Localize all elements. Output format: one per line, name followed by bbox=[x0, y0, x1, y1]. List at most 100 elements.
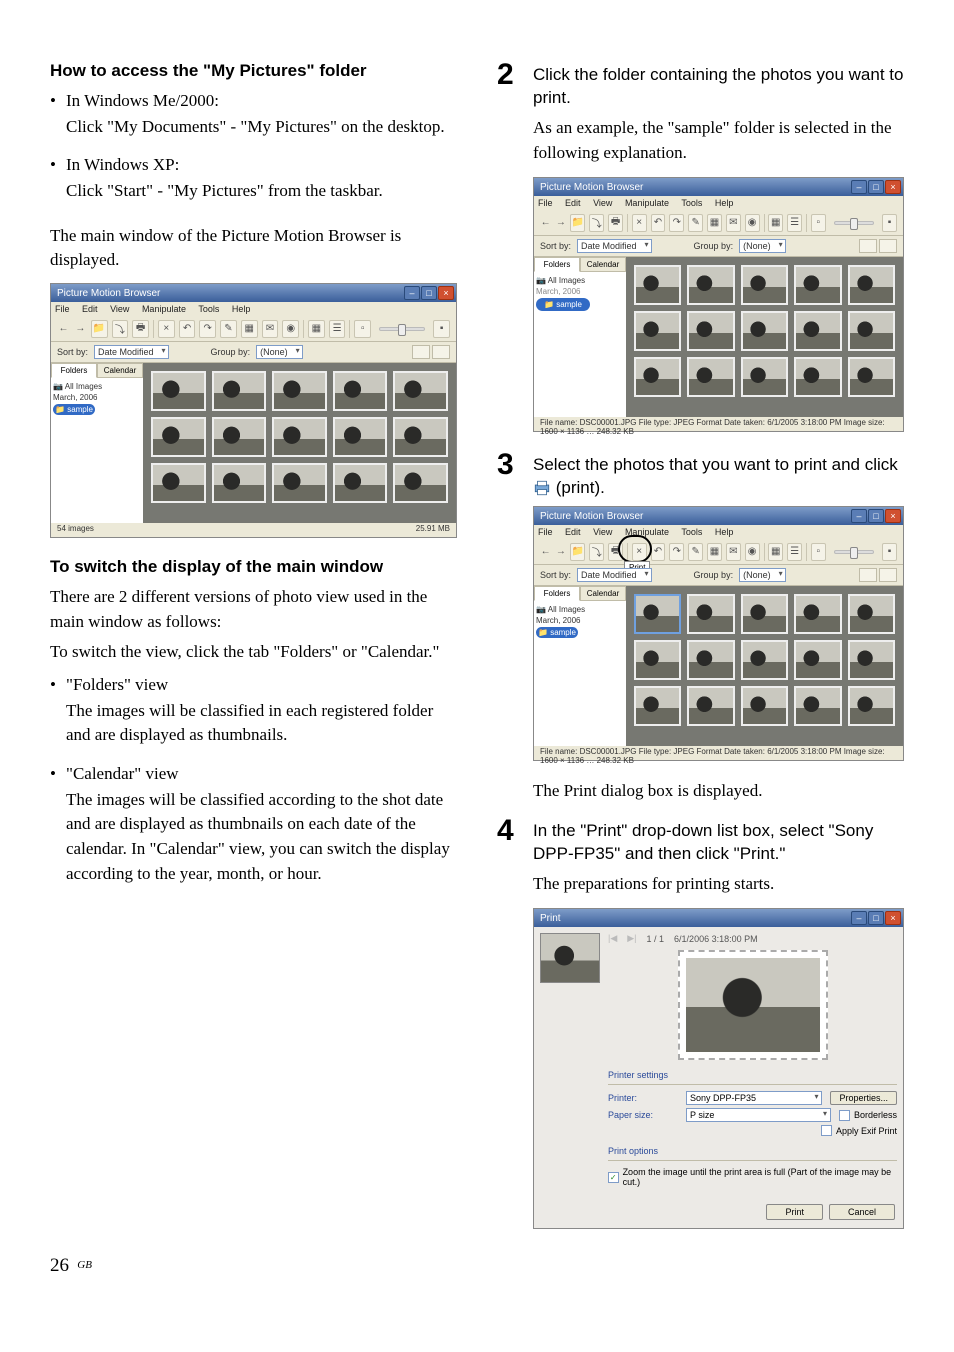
zoom-slider[interactable] bbox=[379, 327, 425, 331]
menu-file[interactable]: File bbox=[55, 304, 70, 314]
pd-next-icon[interactable]: ▶| bbox=[627, 933, 636, 944]
menu-help[interactable]: Help bbox=[715, 527, 734, 537]
menu-tools[interactable]: Tools bbox=[681, 527, 702, 537]
close-button[interactable]: × bbox=[885, 509, 901, 523]
email-icon[interactable]: ✉ bbox=[262, 320, 279, 338]
tab-calendar[interactable]: Calendar bbox=[97, 363, 143, 378]
delete-icon[interactable]: × bbox=[632, 214, 647, 232]
back-icon[interactable]: ← bbox=[57, 320, 70, 338]
group-dropdown[interactable]: (None) bbox=[739, 239, 786, 253]
tab-folders[interactable]: Folders bbox=[51, 363, 97, 378]
pd-zoom-check[interactable]: ✓Zoom the image until the print area is … bbox=[608, 1167, 897, 1187]
thumbnail[interactable] bbox=[212, 371, 267, 411]
edit-icon[interactable]: ✎ bbox=[688, 543, 703, 561]
pd-exif-check[interactable]: Apply Exif Print bbox=[821, 1125, 897, 1136]
tab-calendar[interactable]: Calendar bbox=[580, 586, 626, 601]
folder-icon[interactable]: 📁 bbox=[91, 320, 108, 338]
tree-march[interactable]: March, 2006 bbox=[53, 392, 141, 403]
grid-view-icon[interactable]: ▦ bbox=[768, 214, 783, 232]
zoom-small-icon[interactable]: ▫ bbox=[811, 543, 826, 561]
thumbnail[interactable] bbox=[687, 594, 734, 634]
rotate-left-icon[interactable]: ↶ bbox=[651, 543, 666, 561]
minimize-button[interactable]: – bbox=[851, 509, 867, 523]
list-view-icon[interactable]: ☰ bbox=[329, 320, 346, 338]
menu-manipulate[interactable]: Manipulate bbox=[142, 304, 186, 314]
minimize-button[interactable]: – bbox=[851, 911, 867, 925]
minimize-button[interactable]: – bbox=[851, 180, 867, 194]
thumbnail[interactable] bbox=[848, 640, 895, 680]
slideshow-icon[interactable]: ▦ bbox=[707, 543, 722, 561]
tab-folders[interactable]: Folders bbox=[534, 257, 580, 272]
thumbnail[interactable] bbox=[794, 311, 841, 351]
thumbnail[interactable] bbox=[393, 463, 448, 503]
maximize-button[interactable]: □ bbox=[868, 509, 884, 523]
list-view-icon[interactable]: ☰ bbox=[787, 543, 802, 561]
thumbnail[interactable] bbox=[333, 417, 388, 457]
tree-sample-selected[interactable]: 📁 sample bbox=[536, 297, 624, 312]
zoom-slider[interactable] bbox=[834, 550, 875, 554]
slideshow-icon[interactable]: ▦ bbox=[241, 320, 258, 338]
thumbnail[interactable] bbox=[634, 686, 681, 726]
thumbnail[interactable] bbox=[393, 371, 448, 411]
tab-folders[interactable]: Folders bbox=[534, 586, 580, 601]
thumbnail[interactable] bbox=[848, 594, 895, 634]
folder-icon[interactable]: 📁 bbox=[570, 543, 585, 561]
menu-view[interactable]: View bbox=[593, 527, 612, 537]
maximize-button[interactable]: □ bbox=[868, 911, 884, 925]
view-btn-a[interactable] bbox=[859, 568, 877, 582]
tree-sample[interactable]: 📁 sample bbox=[536, 626, 624, 639]
tab-calendar[interactable]: Calendar bbox=[580, 257, 626, 272]
thumbnail[interactable] bbox=[151, 417, 206, 457]
forward-icon[interactable]: → bbox=[555, 543, 566, 561]
thumbnail[interactable] bbox=[794, 640, 841, 680]
menu-file[interactable]: File bbox=[538, 198, 553, 208]
view-btn-b[interactable] bbox=[879, 568, 897, 582]
thumbnail[interactable] bbox=[272, 417, 327, 457]
menu-manipulate[interactable]: Manipulate bbox=[625, 527, 669, 537]
import-icon[interactable]: ⤵ bbox=[589, 214, 604, 232]
thumbnail[interactable] bbox=[634, 640, 681, 680]
pd-properties-button[interactable]: Properties... bbox=[830, 1091, 897, 1105]
group-dropdown[interactable]: (None) bbox=[739, 568, 786, 582]
pd-borderless-check[interactable]: Borderless bbox=[839, 1110, 897, 1121]
pd-cancel-button[interactable]: Cancel bbox=[829, 1204, 895, 1220]
close-button[interactable]: × bbox=[438, 286, 454, 300]
thumbnail[interactable] bbox=[741, 640, 788, 680]
thumbnail[interactable] bbox=[848, 265, 895, 305]
minimize-button[interactable]: – bbox=[404, 286, 420, 300]
sort-dropdown[interactable]: Date Modified bbox=[577, 568, 652, 582]
pd-prev-icon[interactable]: |◀ bbox=[608, 933, 617, 944]
thumbnail[interactable] bbox=[741, 265, 788, 305]
rotate-right-icon[interactable]: ↷ bbox=[199, 320, 216, 338]
menu-manipulate[interactable]: Manipulate bbox=[625, 198, 669, 208]
thumbnail[interactable] bbox=[393, 417, 448, 457]
back-icon[interactable]: ← bbox=[540, 214, 551, 232]
thumbnail[interactable] bbox=[212, 463, 267, 503]
forward-icon[interactable]: → bbox=[74, 320, 87, 338]
pd-print-button[interactable]: Print bbox=[766, 1204, 823, 1220]
tree-all-images[interactable]: 📷 All Images bbox=[536, 604, 624, 615]
thumbnail[interactable] bbox=[741, 357, 788, 397]
view-btn-b[interactable] bbox=[879, 239, 897, 253]
thumbnail[interactable] bbox=[687, 357, 734, 397]
zoom-large-icon[interactable]: ▪ bbox=[882, 214, 897, 232]
slideshow-icon[interactable]: ▦ bbox=[707, 214, 722, 232]
thumbnail[interactable] bbox=[741, 686, 788, 726]
menu-view[interactable]: View bbox=[593, 198, 612, 208]
view-btn-a[interactable] bbox=[412, 345, 430, 359]
rotate-right-icon[interactable]: ↷ bbox=[669, 214, 684, 232]
thumbnail[interactable] bbox=[687, 265, 734, 305]
tree-all-images[interactable]: 📷 All Images bbox=[536, 275, 624, 286]
thumbnail[interactable] bbox=[687, 311, 734, 351]
back-icon[interactable]: ← bbox=[540, 543, 551, 561]
thumbnail[interactable] bbox=[848, 311, 895, 351]
thumbnail-selected[interactable] bbox=[634, 594, 681, 634]
tree-march[interactable]: March, 2006 bbox=[536, 286, 624, 297]
print-icon[interactable]: 🖶 bbox=[608, 214, 623, 232]
zoom-small-icon[interactable]: ▫ bbox=[811, 214, 826, 232]
maximize-button[interactable]: □ bbox=[421, 286, 437, 300]
thumbnail[interactable] bbox=[794, 265, 841, 305]
close-button[interactable]: × bbox=[885, 911, 901, 925]
thumbnail[interactable] bbox=[634, 311, 681, 351]
menu-file[interactable]: File bbox=[538, 527, 553, 537]
